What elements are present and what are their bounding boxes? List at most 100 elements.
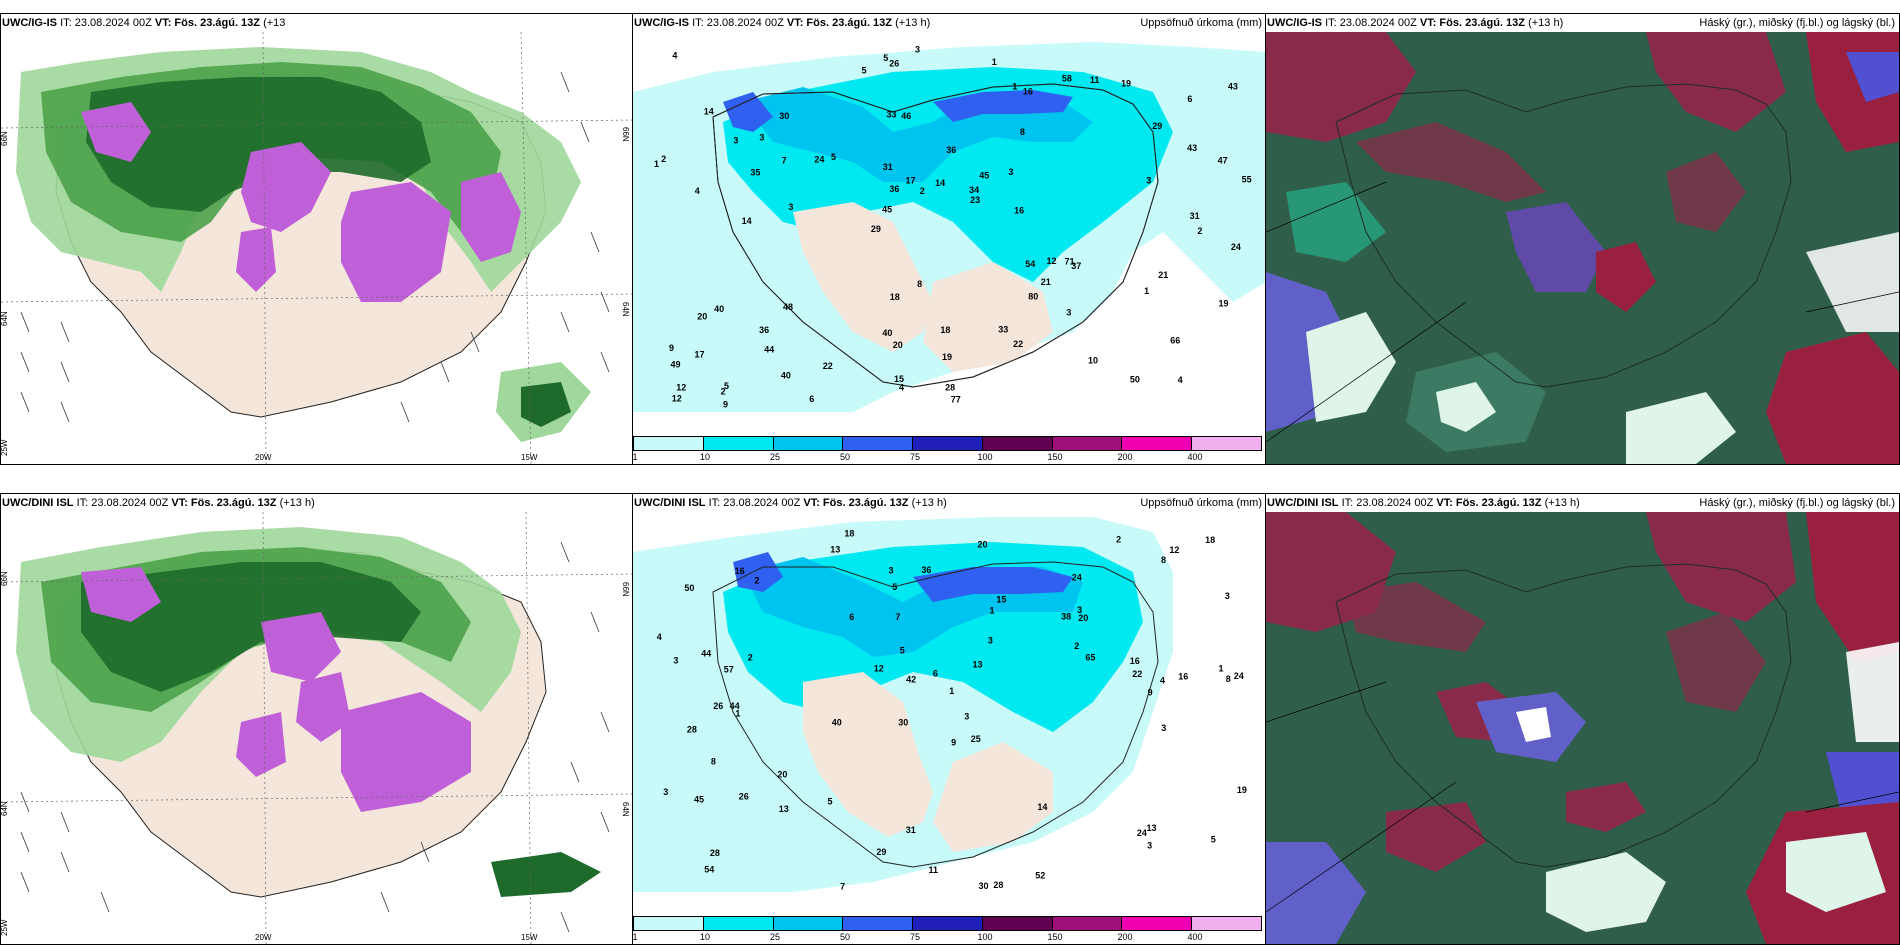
valid-time: Fös. 23.ágú. 13Z — [822, 497, 909, 509]
precip-value: 28 — [945, 382, 955, 392]
precip-value: 23 — [970, 195, 980, 205]
legend-tick: 400 — [1187, 932, 1203, 942]
precip-value: 6 — [1187, 94, 1192, 104]
precip-value: 3 — [1066, 308, 1071, 318]
init-time: IT: 23.08.2024 00Z — [708, 497, 801, 509]
cloud-map — [1266, 512, 1899, 944]
precip-value: 5 — [1211, 834, 1216, 844]
legend-tick: 200 — [1117, 452, 1133, 462]
precip-value: 24 — [1234, 671, 1244, 681]
precip-map: 4 4 6 29 8 5 33 36 40 5 49 44 46 45 37 14 26 55 54 43 45 40 36… — [633, 32, 1266, 434]
legend-tick: 10 — [699, 452, 711, 462]
panel-ig-is-clouds: UWC/IG-IS IT: 23.08.2024 00Z VT: Fös. 23… — [1265, 13, 1900, 465]
precip-value: 50 — [684, 583, 694, 593]
precip-value: 16 — [1014, 206, 1024, 216]
precip-value: 30 — [779, 111, 789, 121]
precip-value: 20 — [893, 340, 903, 350]
init-time: IT: 23.08.2024 00Z — [1325, 17, 1417, 29]
precip-value: 3 — [964, 712, 969, 722]
lon-20-label: 20W — [255, 933, 272, 942]
precip-value: 2 — [661, 154, 666, 164]
legend-swatch — [634, 917, 704, 930]
lead-time: (+13 h) — [895, 17, 931, 29]
precip-value: 6 — [809, 394, 814, 404]
precip-value: 52 — [1035, 871, 1045, 881]
precip-value: 33 — [886, 110, 896, 120]
precip-value: 19 — [1121, 78, 1131, 88]
precip-value: 1 — [1012, 82, 1017, 92]
legend-swatch — [1122, 917, 1193, 930]
precip-value: 14 — [1037, 802, 1047, 812]
legend-tick: 50 — [839, 452, 851, 462]
precip-value: 3 — [733, 136, 738, 146]
init-time: IT: 23.08.2024 00Z — [76, 497, 169, 509]
panel-dini-clouds: UWC/DINI ISL IT: 23.08.2024 00Z VT: Fös.… — [1265, 493, 1900, 945]
precip-value: 26 — [889, 59, 899, 69]
precip-value: 12 — [874, 664, 884, 674]
precip-value: 7 — [840, 882, 845, 892]
valid-label: VT: — [1436, 497, 1453, 509]
precip-value: 24 — [1231, 242, 1241, 252]
legend-tick: 1 — [632, 452, 638, 462]
precip-value: 36 — [889, 184, 899, 194]
legend-bar — [633, 436, 1262, 451]
precip-value: 3 — [759, 133, 764, 143]
valid-label: VT: — [154, 17, 172, 29]
legend-swatch — [703, 437, 774, 450]
precip-value: 31 — [1190, 211, 1200, 221]
legend-swatch — [773, 437, 844, 450]
precip-value: 29 — [871, 224, 881, 234]
precip-value: 22 — [823, 361, 833, 371]
panel-ig-is-precip: UWC/IG-IS IT: 23.08.2024 00Z VT: Fös. 23… — [632, 13, 1267, 465]
valid-time: Fös. 23.ágú. 13Z — [806, 17, 893, 29]
precip-value: 3 — [1146, 176, 1151, 186]
valid-label: VT: — [786, 17, 804, 29]
precip-value: 35 — [750, 168, 760, 178]
wind-precip-map: 66N 64N 66N 64N 25W 20W 15W — [1, 512, 633, 944]
precip-value: 6 — [849, 612, 854, 622]
precip-value: 2 — [721, 386, 726, 396]
panel-dini-wind: UWC/DINI ISL IT: 23.08.2024 00Z VT: Fös.… — [0, 493, 634, 945]
lon-15-label: 15W — [521, 933, 538, 942]
precip-value: 19 — [1237, 785, 1247, 795]
precip-value: 24 — [814, 155, 824, 165]
legend-tick: 1 — [632, 932, 638, 942]
precip-value: 3 — [788, 202, 793, 212]
precip-value: 18 — [1205, 535, 1215, 545]
legend-bar — [633, 916, 1262, 931]
legend-swatch — [1122, 437, 1193, 450]
legend-swatch — [1192, 437, 1262, 450]
precip-value: 36 — [921, 565, 931, 575]
precip-value: 21 — [1041, 277, 1051, 287]
precip-color-legend: 1 10 25 50 75 100 150 200 400 — [633, 436, 1262, 462]
wind-precip-map: 66N 64N 66N 64N 25W 20W 15W — [1, 32, 633, 464]
panel-header: UWC/IG-IS IT: 23.08.2024 00Z VT: Fös. 23… — [1, 14, 633, 32]
field-title: Háský (gr.), miðský (fj.bl.) og lágský (… — [1699, 497, 1895, 509]
legend-swatch — [982, 437, 1053, 450]
precip-value: 4 — [657, 632, 662, 642]
legend-swatch — [1192, 917, 1262, 930]
lon-25-label: 25W — [1, 919, 9, 936]
legend-swatch — [913, 437, 983, 450]
precip-value: 28 — [993, 880, 1003, 890]
precip-value: 40 — [832, 717, 842, 727]
precip-value: 77 — [951, 395, 961, 405]
precip-value: 17 — [695, 350, 705, 360]
precip-value: 1 — [735, 709, 740, 719]
model-name: UWC/IG-IS — [1267, 17, 1322, 29]
model-name: UWC/DINI ISL — [1267, 497, 1339, 509]
lat-66-label: 66N — [1, 131, 9, 146]
precip-value: 20 — [978, 540, 988, 550]
precip-value: 3 — [1077, 605, 1082, 615]
precip-value: 45 — [882, 205, 892, 215]
legend-tick: 25 — [769, 932, 781, 942]
precip-value: 13 — [1147, 823, 1157, 833]
legend-swatch — [982, 917, 1053, 930]
lon-20-label: 20W — [255, 453, 272, 462]
precip-value: 66 — [1170, 336, 1180, 346]
precip-value: 38 — [1061, 612, 1071, 622]
precip-value: 2 — [1116, 535, 1121, 545]
legend-swatch — [773, 917, 844, 930]
legend-tick: 75 — [909, 452, 921, 462]
